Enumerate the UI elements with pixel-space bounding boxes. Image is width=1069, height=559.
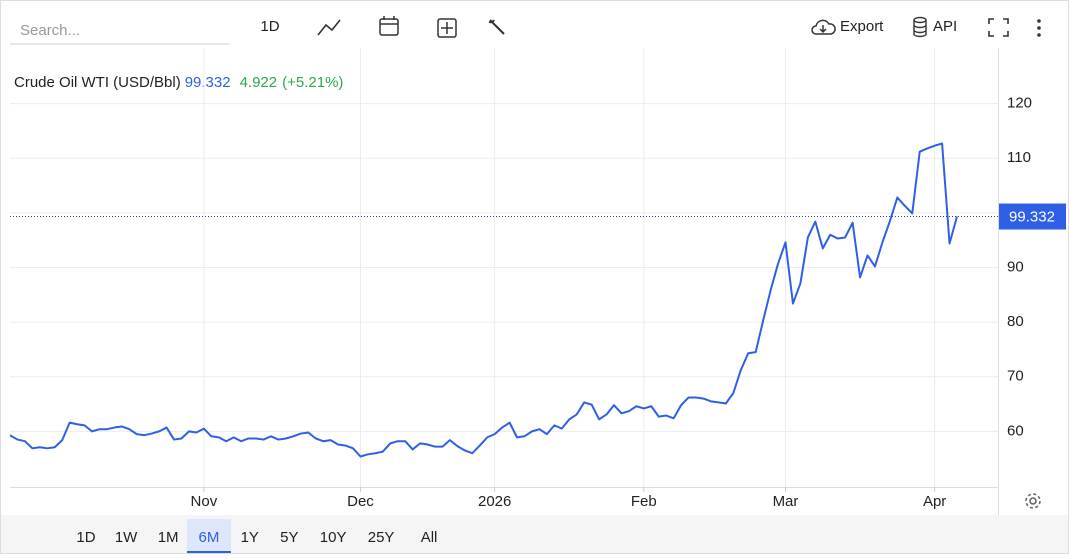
x-tick-label: Mar: [773, 493, 799, 510]
range-button[interactable]: 1D: [76, 529, 95, 546]
range-button[interactable]: All: [421, 529, 438, 546]
range-bar: [1, 515, 1068, 553]
y-tick-label: 80: [1007, 313, 1024, 330]
quote-change: 4.922: [240, 74, 278, 91]
x-tick-label: Dec: [347, 493, 374, 510]
api-button[interactable]: API: [933, 18, 957, 35]
range-button[interactable]: 5Y: [280, 529, 298, 546]
last-price-label: 99.332: [1009, 208, 1055, 225]
quote-name: Crude Oil WTI (USD/Bbl): [14, 74, 181, 91]
range-button[interactable]: 1Y: [241, 529, 259, 546]
calendar-icon[interactable]: [379, 16, 399, 36]
y-tick-label: 60: [1007, 422, 1024, 439]
range-selected: [186, 519, 231, 553]
y-tick-label: 110: [1007, 149, 1031, 166]
interval-button[interactable]: 1D: [260, 18, 279, 35]
export-button[interactable]: Export: [840, 18, 884, 35]
x-tick-label: 2026: [478, 493, 511, 510]
range-button[interactable]: 1W: [115, 529, 138, 546]
search-input[interactable]: Search...: [20, 22, 80, 39]
range-button[interactable]: 10Y: [320, 529, 347, 546]
quote-change-percent: (+5.21%): [282, 74, 343, 91]
fullscreen-icon[interactable]: [988, 18, 1009, 37]
x-tick-label: Feb: [631, 493, 657, 510]
x-tick-label: Nov: [191, 493, 218, 510]
grid: [10, 48, 998, 487]
menu-icon[interactable]: [1037, 19, 1041, 37]
y-tick-label: 120: [1007, 95, 1032, 112]
price-line: [9, 142, 958, 458]
line-type-icon[interactable]: [317, 19, 341, 36]
last-price-box: [999, 203, 1066, 230]
settings-icon[interactable]: [1025, 493, 1041, 509]
y-tick-label: 90: [1007, 258, 1024, 275]
quote-price: 99.332: [185, 74, 231, 91]
api-icon[interactable]: [913, 16, 927, 38]
add-icon[interactable]: [437, 18, 457, 38]
tools-icon[interactable]: [488, 19, 505, 35]
range-button[interactable]: 1M: [158, 529, 179, 546]
x-tick-label: Apr: [923, 493, 946, 510]
export-icon[interactable]: [811, 19, 836, 35]
y-tick-label: 70: [1007, 368, 1024, 385]
range-button[interactable]: 25Y: [368, 529, 395, 546]
range-button[interactable]: 6M: [199, 529, 220, 546]
